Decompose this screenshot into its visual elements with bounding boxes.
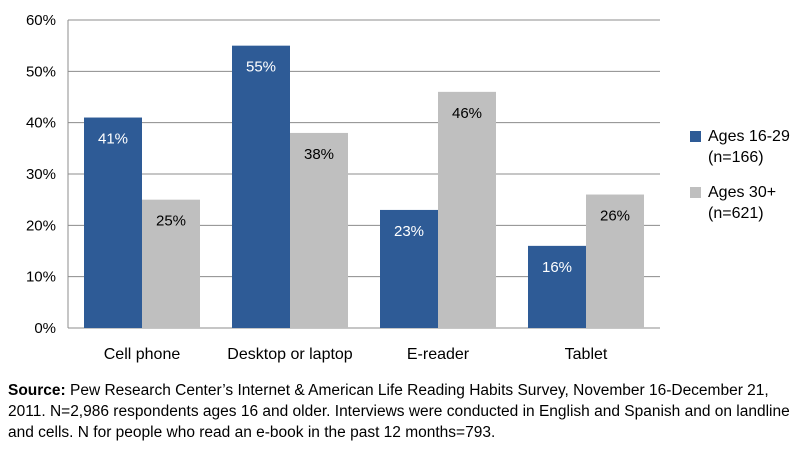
bar xyxy=(380,209,438,328)
data-label: 41% xyxy=(98,131,128,148)
legend-item-ages-30-plus: Ages 30+ (n=621) xyxy=(690,182,808,224)
x-category-label: Cell phone xyxy=(104,346,181,363)
x-category-label: Desktop or laptop xyxy=(227,346,353,363)
y-tick-label: 60% xyxy=(26,12,56,29)
y-tick-label: 30% xyxy=(26,166,56,183)
data-label: 46% xyxy=(452,105,482,122)
data-label: 38% xyxy=(304,146,334,163)
data-label: 25% xyxy=(156,213,186,230)
legend-swatch-ages-30-plus xyxy=(690,187,701,198)
x-category-label: Tablet xyxy=(565,346,608,363)
legend-count-ages-30-plus: (n=621) xyxy=(708,205,764,222)
data-label: 26% xyxy=(600,208,630,225)
bar xyxy=(232,45,290,329)
legend-count-ages-16-29: (n=166) xyxy=(708,149,764,166)
bar xyxy=(438,91,496,328)
source-text: Pew Research Center’s Internet & America… xyxy=(8,382,790,441)
data-label: 16% xyxy=(542,259,572,276)
legend-swatch-ages-16-29 xyxy=(690,131,701,142)
data-label: 55% xyxy=(246,59,276,76)
y-tick-label: 20% xyxy=(26,217,56,234)
y-tick-label: 0% xyxy=(34,320,56,337)
legend-label-ages-30-plus: Ages 30+ xyxy=(708,184,777,201)
source-note: Source: Pew Research Center’s Internet &… xyxy=(8,380,808,443)
bar xyxy=(586,194,644,328)
bar-chart: 0% 10% 20% 30% 40% 50% 60% 41% 25% Cell phone 55% 3… xyxy=(26,12,660,363)
bar xyxy=(290,132,348,328)
y-tick-label: 50% xyxy=(26,63,56,80)
legend: Ages 16-29 (n=166) Ages 30+ (n=621) xyxy=(690,126,808,238)
bar xyxy=(528,245,586,328)
data-label: 23% xyxy=(394,223,424,240)
legend-label-ages-16-29: Ages 16-29 xyxy=(708,128,790,145)
x-category-label: E-reader xyxy=(407,346,470,363)
y-tick-label: 10% xyxy=(26,269,56,286)
bar xyxy=(84,117,142,329)
source-label: Source: xyxy=(8,382,66,399)
y-tick-label: 40% xyxy=(26,115,56,132)
bar xyxy=(142,199,200,328)
legend-item-ages-16-29: Ages 16-29 (n=166) xyxy=(690,126,808,168)
